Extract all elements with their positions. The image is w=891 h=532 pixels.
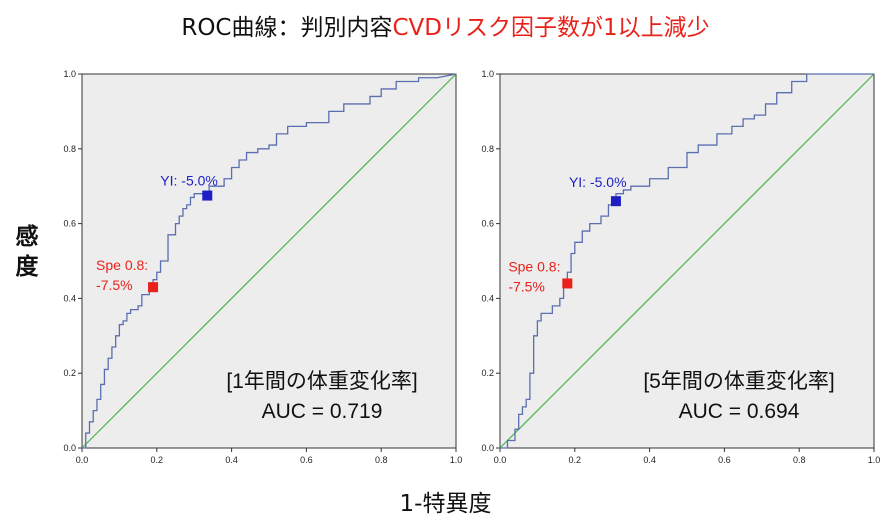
y-tick-label: 0.0 — [63, 443, 76, 453]
spe-point-label: Spe 0.8: — [508, 258, 560, 274]
x-tick-label: 0.0 — [494, 455, 507, 465]
roc-curve-line — [82, 73, 457, 449]
spe-point-label: Spe 0.8: — [96, 257, 148, 273]
y-tick-label: 0.2 — [481, 368, 494, 378]
y-tick-label: 0.8 — [481, 144, 494, 154]
x-tick-label: 0.8 — [793, 455, 806, 465]
spe-point-marker — [562, 278, 573, 289]
x-tick-label: 0.0 — [76, 455, 89, 465]
yi-point-marker — [202, 190, 213, 201]
y-tick-label: 0.8 — [63, 144, 76, 154]
y-axis-label: 感 度 — [14, 222, 40, 282]
x-tick-label: 0.4 — [225, 455, 238, 465]
reference-diagonal-line — [499, 73, 875, 449]
y-axis-label-char-1: 感 — [15, 224, 39, 250]
x-tick-label: 0.2 — [569, 455, 582, 465]
x-tick-label: 1.0 — [868, 455, 881, 465]
x-tick-label: 0.6 — [718, 455, 731, 465]
x-axis-label: 1-特異度 — [399, 491, 492, 517]
roc-curve-line — [500, 73, 874, 449]
spe-point-label: -7.5% — [508, 278, 545, 294]
y-tick-label: 0.6 — [63, 219, 76, 229]
yi-point-marker — [610, 196, 621, 207]
auc-label: AUC = 0.694 — [679, 400, 800, 423]
y-tick-label: 1.0 — [481, 69, 494, 79]
x-tick-label: 1.0 — [450, 455, 463, 465]
roc-panel-1: 0.0 0.2 0.4 0.6 0.8 1.0 0.0 0.2 0.4 0.6 0.8 1.0 YI: … — [63, 69, 462, 465]
spe-point-marker — [148, 282, 159, 293]
x-tick-label: 0.8 — [375, 455, 388, 465]
x-tick-label: 0.2 — [151, 455, 164, 465]
x-tick-label: 0.4 — [643, 455, 656, 465]
y-tick-label: 0.2 — [63, 368, 76, 378]
y-axis-label-char-2: 度 — [15, 254, 39, 280]
y-tick-label: 0.0 — [481, 443, 494, 453]
title-highlight: CVDリスク因子数が1以上減少 — [392, 15, 710, 41]
spe-point-label: -7.5% — [96, 277, 133, 293]
panel-subtitle: [1年間の体重変化率] — [226, 370, 417, 393]
panel-subtitle: [5年間の体重変化率] — [643, 370, 834, 393]
x-tick-label: 0.6 — [300, 455, 313, 465]
y-tick-label: 1.0 — [63, 69, 76, 79]
reference-diagonal-line — [81, 73, 457, 449]
title-prefix: ROC曲線：判別内容 — [181, 15, 393, 41]
y-tick-label: 0.6 — [481, 219, 494, 229]
y-tick-label: 0.4 — [481, 293, 494, 303]
chart-title: ROC曲線：判別内容CVDリスク因子数が1以上減少 — [0, 8, 891, 42]
roc-panel-2: 0.0 0.2 0.4 0.6 0.8 1.0 0.0 0.2 0.4 0.6 0.8 1.0 YI: … — [481, 69, 880, 465]
yi-point-label: YI: -5.0% — [160, 173, 218, 189]
yi-point-label: YI: -5.0% — [569, 174, 627, 190]
y-tick-label: 0.4 — [63, 293, 76, 303]
auc-label: AUC = 0.719 — [262, 400, 383, 423]
